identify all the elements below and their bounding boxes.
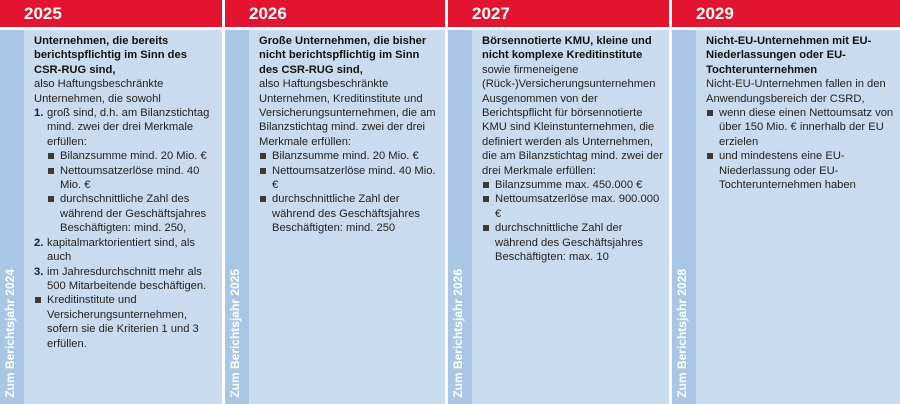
threshold-item: Bilanzsumme mind. 20 Mio. € xyxy=(47,149,216,163)
threshold-item: durchschnittliche Zahl der während des G… xyxy=(482,221,663,264)
threshold-list: Bilanzsumme mind. 20 Mio. € Nettoumsatze… xyxy=(47,149,216,235)
year-label: 2027 xyxy=(472,4,510,23)
column-body: Zum Berichtsjahr 2025 Große Unternehmen,… xyxy=(225,30,445,404)
intro-text: sowie firmeneigene (Rück-)Versicherungsu… xyxy=(482,63,663,177)
target-group-heading: Große Unternehmen, die bisher nicht beri… xyxy=(259,35,427,76)
target-group-heading: Unternehmen, die bereits berichtspflicht… xyxy=(34,35,187,76)
intro-text: also Haftungsbeschränkte Unternehmen, Kr… xyxy=(259,78,436,148)
year-label: 2025 xyxy=(24,4,62,23)
threshold-list: Bilanzsumme max. 450.000 € Nettoumsatzer… xyxy=(482,178,663,264)
year-header: 2027 xyxy=(448,0,669,27)
year-header: 2025 xyxy=(0,0,222,27)
criterion-number: 2. xyxy=(34,236,44,249)
threshold-item: durchschnittliche Zahl der während des G… xyxy=(259,192,439,235)
criterion-number: 3. xyxy=(34,265,44,278)
threshold-list: Bilanzsumme mind. 20 Mio. € Nettoumsatze… xyxy=(259,149,439,235)
criterion-text: kapitalmarktorientiert sind, als auch xyxy=(47,236,195,264)
criterion-item: 3. im Jahresdurchschnitt mehr als 500 Mi… xyxy=(34,265,216,294)
side-strip: Zum Berichtsjahr 2026 xyxy=(448,30,472,404)
threshold-item: Nettoumsatzerlöse max. 900.000 € xyxy=(482,192,663,221)
side-strip: Zum Berichtsjahr 2024 xyxy=(0,30,24,404)
additional-list: Kreditinstitute und Versicherungsunterne… xyxy=(34,293,216,351)
threshold-item: Bilanzsumme mind. 20 Mio. € xyxy=(259,149,439,163)
year-label: 2029 xyxy=(696,4,734,23)
criterion-item: wenn diese einen Nettoumsatz von über 15… xyxy=(706,106,894,149)
column-content: Große Unternehmen, die bisher nicht beri… xyxy=(259,34,439,236)
intro-text: also Haftungsbeschränkte Unternehmen, di… xyxy=(34,78,164,105)
column-body: Zum Berichtsjahr 2028 Nicht-EU-Unternehm… xyxy=(672,30,900,404)
reporting-year-label: Zum Berichtsjahr 2025 xyxy=(228,269,242,398)
criterion-text: im Jahresdurchschnitt mehr als 500 Mitar… xyxy=(47,265,207,292)
reporting-year-label: Zum Berichtsjahr 2026 xyxy=(451,269,465,398)
threshold-item: durchschnittliche Zahl des während der G… xyxy=(47,192,216,235)
criteria-list: 1. groß sind, d.h. am Bilanzstichtag min… xyxy=(34,106,216,293)
column-content: Unternehmen, die bereits berichtspflicht… xyxy=(34,34,216,351)
threshold-item: Nettoumsatzerlöse mind. 40 Mio. € xyxy=(259,164,439,193)
year-header: 2026 xyxy=(225,0,445,27)
criteria-list: wenn diese einen Nettoumsatz von über 15… xyxy=(706,106,894,192)
year-label: 2026 xyxy=(249,4,287,23)
intro-text: Nicht-EU-Unternehmen fallen in den Anwen… xyxy=(706,78,886,105)
column-2025: 2025 Zum Berichtsjahr 2024 Unternehmen, … xyxy=(0,0,222,404)
criterion-number: 1. xyxy=(34,107,44,120)
column-body: Zum Berichtsjahr 2026 Börsennotierte KMU… xyxy=(448,30,669,404)
column-2027: 2027 Zum Berichtsjahr 2026 Börsennotiert… xyxy=(448,0,669,404)
criterion-item: 2. kapitalmarktorientiert sind, als auch xyxy=(34,236,216,265)
criterion-item: und mindestens eine EU-Niederlassung ode… xyxy=(706,149,894,192)
additional-item: Kreditinstitute und Versicherungsunterne… xyxy=(34,293,216,351)
column-2026: 2026 Zum Berichtsjahr 2025 Große Unterne… xyxy=(225,0,445,404)
target-group-text: Börsennotierte KMU, kleine und nicht kom… xyxy=(482,34,663,178)
column-body: Zum Berichtsjahr 2024 Unternehmen, die b… xyxy=(0,30,222,404)
reporting-year-label: Zum Berichtsjahr 2024 xyxy=(3,269,17,398)
column-2029: 2029 Zum Berichtsjahr 2028 Nicht-EU-Unte… xyxy=(672,0,900,404)
criterion-text: groß sind, d.h. am Bilanzstichtag mind. … xyxy=(47,107,210,148)
threshold-item: Bilanzsumme max. 450.000 € xyxy=(482,178,663,192)
column-content: Börsennotierte KMU, kleine und nicht kom… xyxy=(482,34,663,265)
year-header: 2029 xyxy=(672,0,900,27)
target-group-heading: Nicht-EU-Unternehmen mit EU-Niederlassun… xyxy=(706,35,872,76)
side-strip: Zum Berichtsjahr 2028 xyxy=(672,30,696,404)
reporting-year-label: Zum Berichtsjahr 2028 xyxy=(675,269,689,398)
target-group-heading: Börsennotierte KMU, kleine und nicht kom… xyxy=(482,35,652,62)
criterion-item: 1. groß sind, d.h. am Bilanzstichtag min… xyxy=(34,106,216,236)
threshold-item: Nettoumsatzerlöse mind. 40 Mio. € xyxy=(47,164,216,193)
column-content: Nicht-EU-Unternehmen mit EU-Niederlassun… xyxy=(706,34,894,192)
side-strip: Zum Berichtsjahr 2025 xyxy=(225,30,249,404)
